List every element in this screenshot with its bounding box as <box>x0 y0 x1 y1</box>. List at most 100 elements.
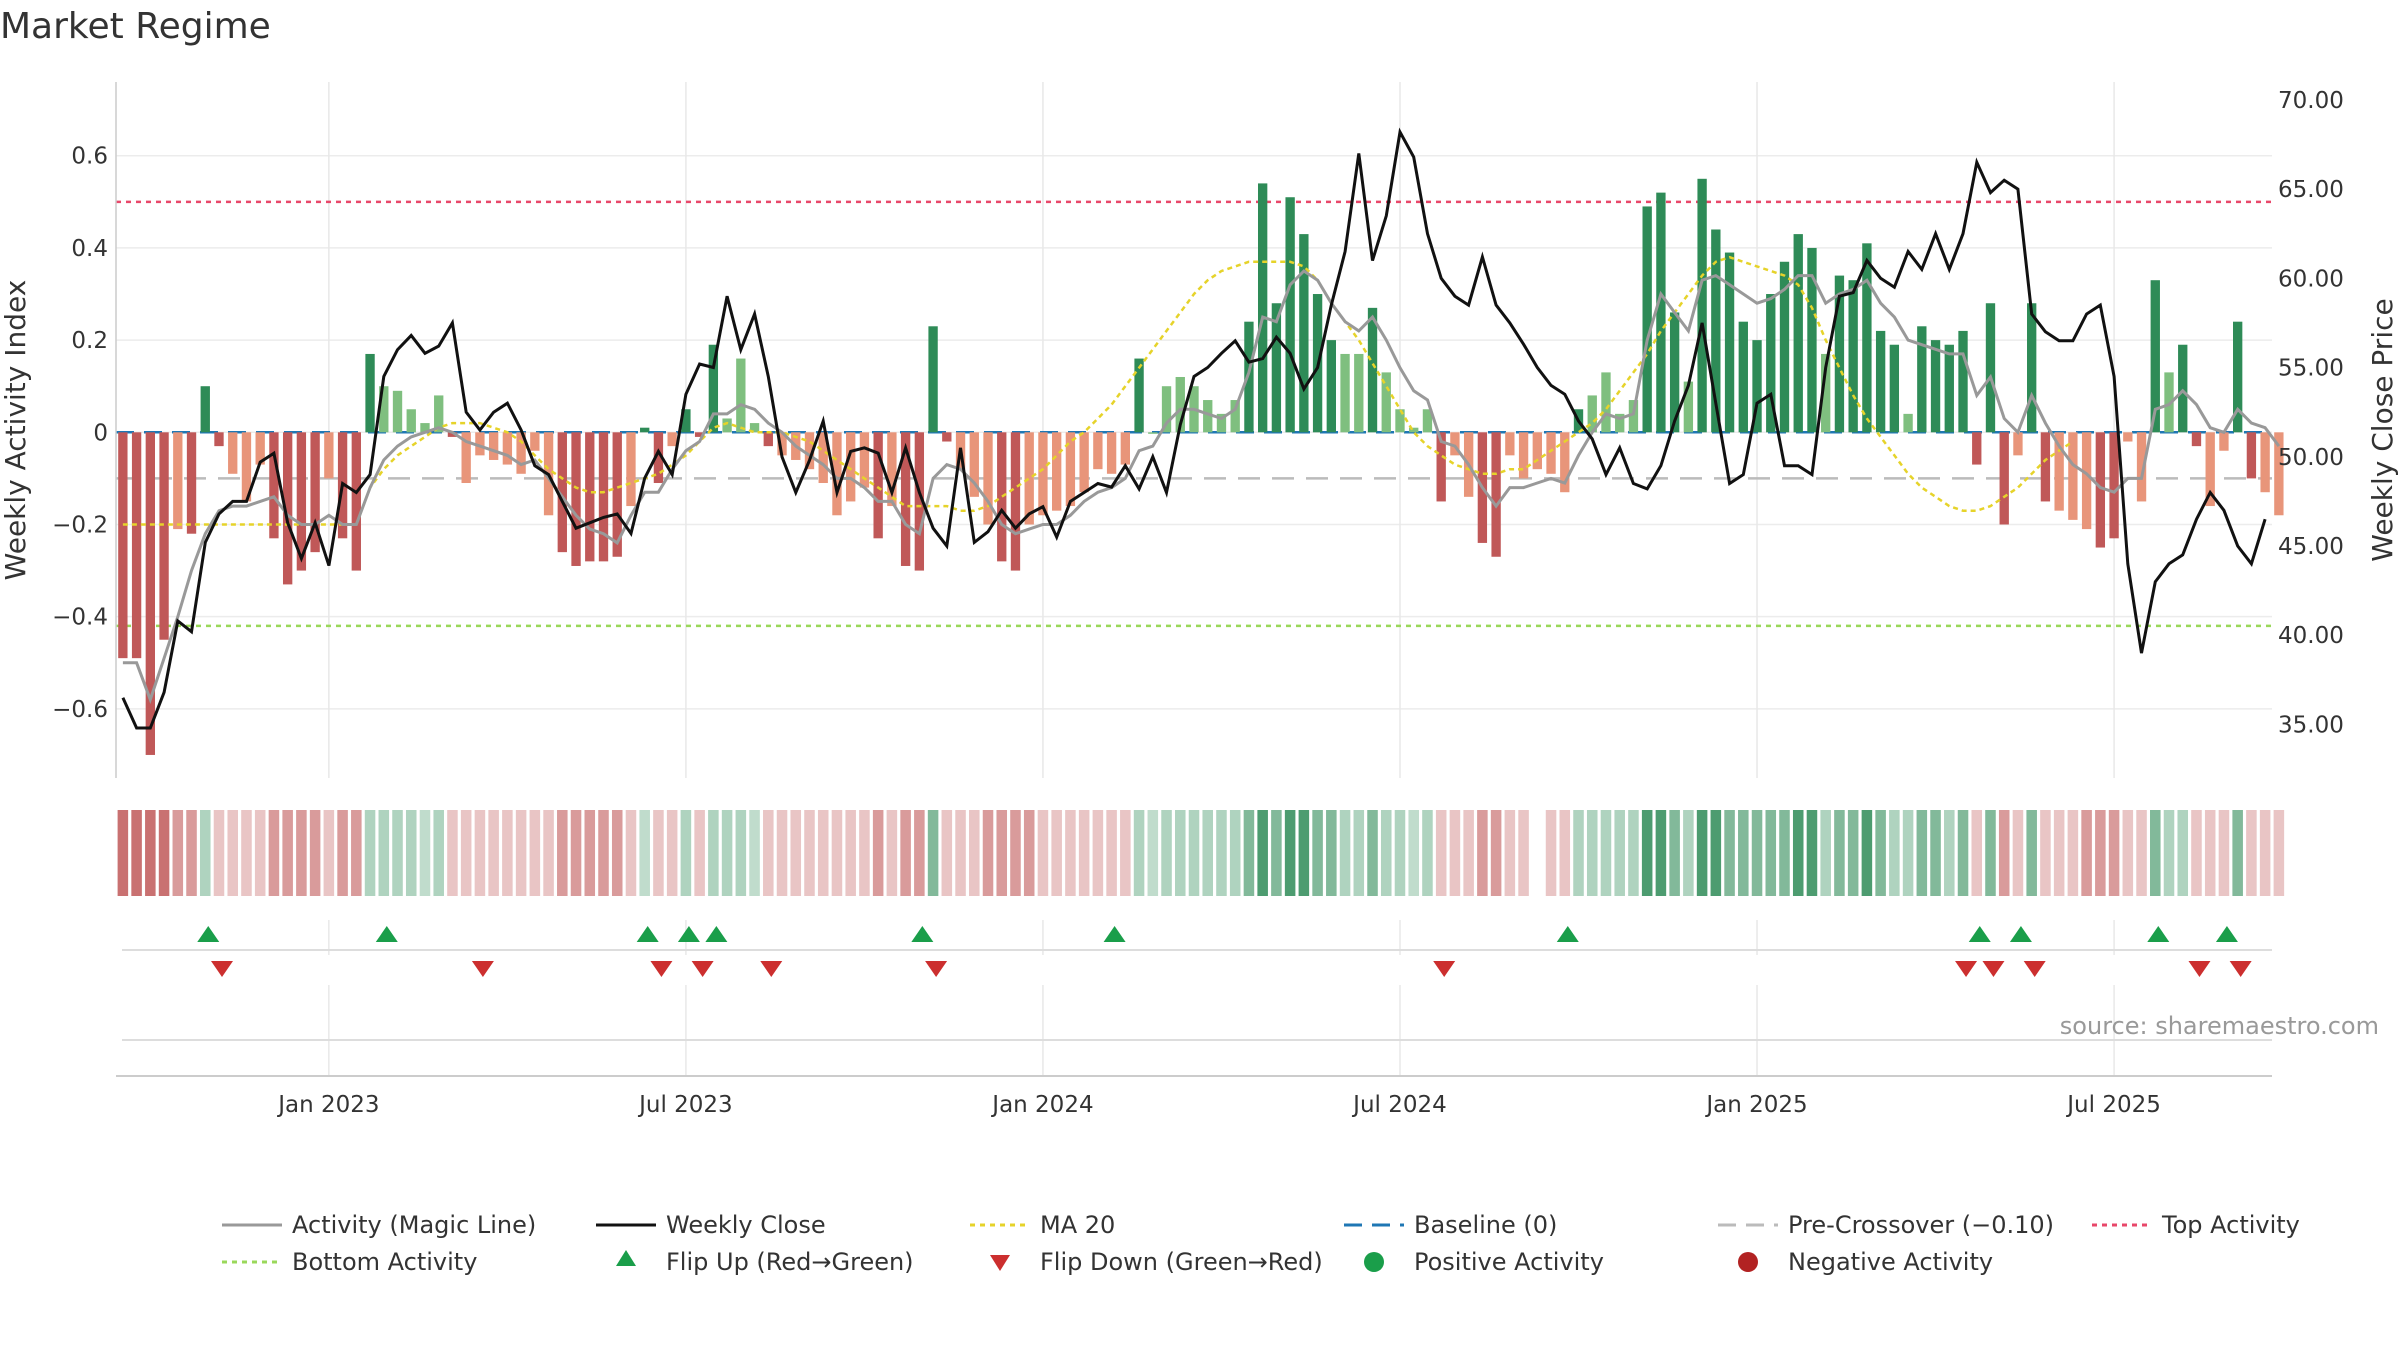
regime-cell <box>309 810 321 896</box>
flip-down-marker <box>2188 961 2211 977</box>
activity-bar <box>1120 432 1131 465</box>
activity-bar <box>324 432 334 479</box>
regime-cell <box>1504 810 1516 896</box>
activity-bar <box>1093 432 1103 470</box>
regime-cell <box>1902 810 1914 896</box>
regime-cell <box>1133 810 1145 896</box>
regime-cell <box>1655 810 1667 896</box>
activity-bar <box>832 432 842 516</box>
activity-bar <box>1560 432 1570 493</box>
activity-bar <box>1546 432 1556 474</box>
activity-bar <box>640 427 650 433</box>
regime-cell <box>1998 810 2010 896</box>
regime-cell <box>1326 810 1337 896</box>
activity-bar <box>1271 303 1282 433</box>
regime-cell <box>1710 810 1722 896</box>
source-credit: source: sharemaestro.com <box>2059 1012 2379 1040</box>
activity-bar <box>873 432 883 539</box>
activity-bar <box>626 432 636 507</box>
activity-bar <box>2150 280 2160 433</box>
y-tick-label: 0.4 <box>71 236 108 262</box>
regime-cell <box>1422 810 1433 896</box>
regime-cell <box>502 810 513 896</box>
regime-cell <box>405 810 417 896</box>
legend-item-flip-down: Flip Down (Green→Red) <box>990 1248 1323 1276</box>
activity-bar <box>2013 432 2023 456</box>
svg-text:MA 20: MA 20 <box>1040 1211 1115 1239</box>
regime-cell <box>1174 810 1186 896</box>
activity-bar <box>1697 178 1707 433</box>
activity-bar <box>2095 432 2106 548</box>
activity-bar <box>1422 409 1433 433</box>
activity-magic-line <box>122 269 2281 705</box>
svg-text:Negative Activity: Negative Activity <box>1788 1248 1993 1276</box>
regime-cell <box>186 810 197 896</box>
series-lines <box>121 127 2281 730</box>
regime-cell <box>1834 810 1845 896</box>
regime-cell <box>1889 810 1900 896</box>
activity-bar <box>1766 294 1776 433</box>
regime-cell <box>1971 810 1983 896</box>
flip-up-marker <box>375 926 398 942</box>
regime-cell <box>1696 810 1708 896</box>
activity-bar <box>1106 432 1117 474</box>
regime-cell <box>927 810 939 896</box>
activity-bars <box>118 178 2284 755</box>
activity-bar <box>1395 409 1405 433</box>
activity-bar <box>241 432 252 502</box>
activity-bar <box>1491 432 1501 557</box>
regime-cell <box>694 810 705 896</box>
activity-bar <box>928 326 938 433</box>
regime-cell <box>763 810 774 896</box>
regime-cell <box>1353 810 1365 896</box>
regime-cell <box>1023 810 1035 896</box>
flip-up-marker <box>2009 926 2032 942</box>
activity-bar <box>1518 432 1529 479</box>
x-tick-label: Jan 2025 <box>1704 1092 1807 1118</box>
regime-cell <box>2026 810 2037 896</box>
regime-cell <box>1490 810 1502 896</box>
activity-bar <box>530 432 540 451</box>
activity-bar <box>859 432 870 488</box>
activity-bar <box>200 386 210 433</box>
svg-text:Baseline (0): Baseline (0) <box>1414 1211 1557 1239</box>
regime-cell <box>433 810 444 896</box>
activity-bar <box>173 432 183 530</box>
legend-item-flip-up: Flip Up (Red→Green) <box>616 1248 914 1276</box>
activity-bar <box>214 432 224 447</box>
activity-bar <box>1367 307 1378 433</box>
svg-text:Bottom Activity: Bottom Activity <box>292 1248 477 1276</box>
y-tick-label: 0.6 <box>71 144 108 170</box>
regime-cell <box>323 810 335 896</box>
activity-bar <box>228 432 238 474</box>
activity-bar <box>1807 247 1817 433</box>
activity-bar <box>365 353 375 433</box>
regime-cell <box>1930 810 1941 896</box>
activity-bar <box>2081 432 2092 530</box>
activity-bar <box>1930 340 1941 433</box>
activity-bar <box>997 432 1007 562</box>
activity-bar <box>1285 197 1295 433</box>
regime-cell <box>158 810 170 896</box>
regime-cell <box>1010 810 1021 896</box>
regime-cell <box>227 810 238 896</box>
legend-item-positive-activity: Positive Activity <box>1364 1248 1604 1276</box>
regime-cell <box>1957 810 1969 896</box>
activity-bar <box>969 432 979 497</box>
regime-cell <box>1380 810 1392 896</box>
y2-tick-label: 40.00 <box>2278 623 2344 649</box>
flip-up-marker <box>705 926 728 942</box>
regime-cell <box>419 810 431 896</box>
activity-bar <box>1505 432 1515 456</box>
regime-cell <box>570 810 582 896</box>
regime-cell <box>557 810 568 896</box>
regime-cell <box>474 810 486 896</box>
regime-cell <box>1477 810 1488 896</box>
regime-cell <box>1463 810 1474 896</box>
flip-markers <box>116 926 2272 1077</box>
activity-bar <box>1958 330 1968 433</box>
legend-item-pre-crossover: Pre-Crossover (−0.10) <box>1718 1211 2054 1239</box>
y-tick-label: 0.2 <box>71 328 108 354</box>
flip-up-marker <box>677 926 700 942</box>
regime-cell <box>1586 810 1598 896</box>
